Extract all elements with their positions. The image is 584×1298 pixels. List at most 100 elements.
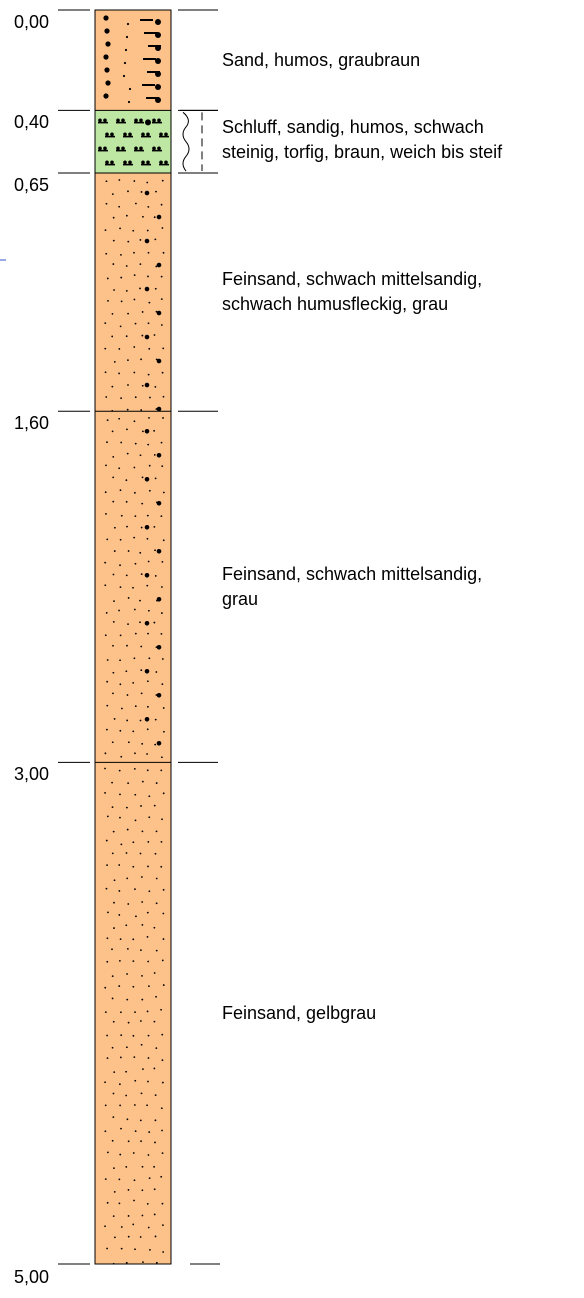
feinsand-dot <box>104 1011 107 1014</box>
schluff-dot <box>110 160 114 165</box>
feinsand-dot <box>112 573 115 576</box>
feinsand-dot <box>132 1152 135 1154</box>
depth-label-end: 5,00 <box>14 1267 50 1287</box>
feinsand-dot <box>161 1059 164 1062</box>
layer-fill-4 <box>95 762 171 1264</box>
feinsand-dot <box>139 551 142 554</box>
feinsand-dot <box>139 1119 142 1122</box>
feinsand-dot <box>162 888 165 891</box>
feinsand-dot <box>146 537 149 540</box>
feinsand-dot <box>105 396 108 398</box>
feinsand-dot <box>105 464 107 467</box>
feinsand-dot <box>135 915 137 918</box>
feinsand-dot <box>132 985 135 988</box>
schluff-dot <box>128 160 132 165</box>
feinsand-dot <box>113 879 116 882</box>
torf-dash <box>159 135 169 138</box>
feinsand-dot <box>106 937 109 940</box>
depth-label: 1,60 <box>14 413 50 434</box>
mittelsand-dot <box>144 476 150 482</box>
feinsand-dot <box>161 658 164 660</box>
feinsand-dot <box>153 216 156 219</box>
torf-dash <box>159 163 169 166</box>
schluff-dot <box>146 160 150 165</box>
feinsand-dot <box>119 816 121 819</box>
torf-dash <box>105 163 115 166</box>
feinsand-dot <box>161 1033 164 1036</box>
torf-dash <box>116 149 126 152</box>
feinsand-dot <box>146 181 149 184</box>
feinsand-dot <box>106 419 109 422</box>
feinsand-dot <box>125 852 128 854</box>
feinsand-dot <box>147 1057 150 1059</box>
feinsand-dot <box>154 852 157 855</box>
feinsand-dot <box>161 818 163 821</box>
feinsand-dot <box>104 752 107 755</box>
feinsand-dot <box>113 927 115 929</box>
feinsand-dot <box>141 742 144 745</box>
feinsand-dot <box>106 441 108 444</box>
feinsand-dot <box>104 1225 106 1228</box>
feinsand-dot <box>133 420 136 423</box>
layer-lines <box>58 9 220 1265</box>
feinsand-dot <box>104 1178 107 1181</box>
humus-dash <box>140 19 153 21</box>
feinsand-dot <box>118 864 121 866</box>
feinsand-dot <box>162 417 164 419</box>
feinsand-dot <box>154 287 157 290</box>
sand-pebble <box>105 41 111 47</box>
feinsand-dot <box>125 1070 128 1073</box>
feinsand-dot <box>146 514 149 517</box>
mittelsand-dot <box>156 310 162 316</box>
feinsand-dot <box>140 1092 143 1095</box>
feinsand-dot <box>126 694 129 696</box>
feinsand-dot <box>111 948 113 951</box>
feinsand-dot <box>118 417 121 420</box>
feinsand-dot <box>160 840 163 843</box>
layer-description-line: grau <box>222 588 259 609</box>
schluff-dot <box>121 146 125 151</box>
feinsand-dot <box>134 322 137 325</box>
feinsand-dot <box>112 644 114 647</box>
feinsand-dot <box>126 719 129 722</box>
feinsand-dot <box>125 289 128 292</box>
feinsand-dot <box>133 657 136 660</box>
feinsand-dot <box>104 491 107 494</box>
schluff-dot <box>146 132 150 137</box>
humus-dash <box>143 58 156 60</box>
feinsand-dot <box>140 526 143 529</box>
feinsand-dot <box>112 263 115 265</box>
feinsand-dot <box>126 877 129 880</box>
feinsand-dot <box>132 1223 135 1226</box>
feinsand-dot <box>134 442 137 445</box>
feinsand-dot <box>161 683 164 686</box>
feinsand-dot <box>133 1179 136 1182</box>
feinsand-dot <box>120 1127 122 1130</box>
feinsand-dot <box>112 830 115 833</box>
feinsand-dot <box>104 371 107 374</box>
feinsand-dot <box>135 202 137 205</box>
feinsand-dot <box>113 526 116 529</box>
feinsand-dot <box>160 1107 163 1110</box>
feinsand-dot <box>154 1094 157 1097</box>
feinsand-dot <box>147 560 150 563</box>
feinsand-dot <box>160 203 163 206</box>
feinsand-dot <box>104 1081 106 1084</box>
feinsand-dot <box>111 312 114 315</box>
feinsand-dot <box>154 238 157 241</box>
feinsand-dot <box>153 972 156 974</box>
feinsand-dot <box>154 1141 156 1144</box>
feinsand-dot <box>126 644 128 647</box>
feinsand-dot <box>149 396 151 399</box>
feinsand-dot <box>147 275 149 278</box>
schluff-dot <box>105 160 109 165</box>
feinsand-dot <box>125 335 128 338</box>
feinsand-dot <box>118 985 121 987</box>
feinsand-dot <box>162 1224 164 1227</box>
feinsand-dot <box>134 515 137 518</box>
feinsand-dot <box>127 240 130 243</box>
feinsand-dot <box>139 1020 142 1022</box>
torf-dash <box>134 149 144 152</box>
feinsand-dot <box>113 550 116 552</box>
feinsand-dot <box>113 718 116 720</box>
